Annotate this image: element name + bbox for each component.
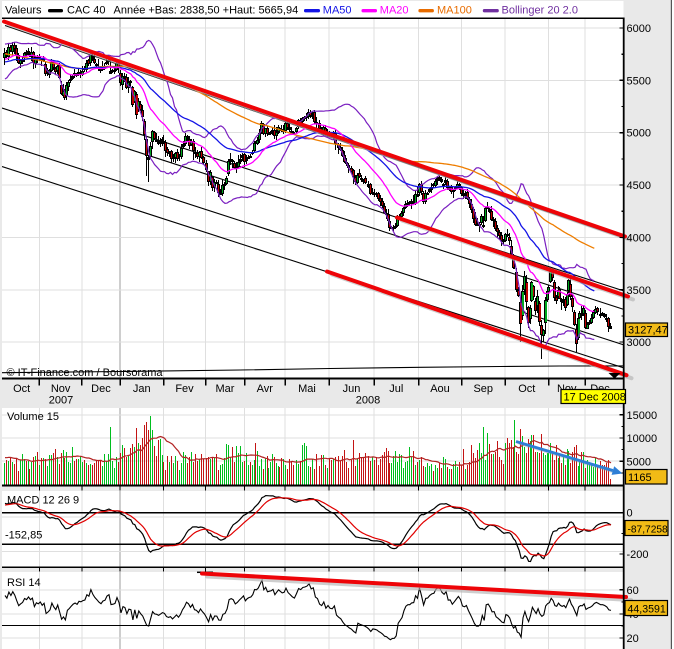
svg-text:3500: 3500: [627, 285, 651, 297]
svg-text:5000: 5000: [627, 456, 651, 468]
svg-text:-200: -200: [627, 549, 649, 561]
svg-text:-152,85: -152,85: [5, 530, 42, 542]
svg-text:60: 60: [627, 585, 639, 597]
svg-text:MACD 12 26 9: MACD 12 26 9: [7, 495, 79, 507]
svg-text:Oct: Oct: [518, 383, 535, 395]
svg-text:15000: 15000: [627, 410, 658, 422]
svg-text:CAC 40: CAC 40: [67, 5, 106, 17]
svg-text:Oct: Oct: [13, 383, 30, 395]
svg-text:Sep: Sep: [473, 383, 493, 395]
svg-text:2008: 2008: [356, 395, 380, 407]
svg-text:Avr: Avr: [257, 383, 274, 395]
svg-text:MA20: MA20: [380, 5, 409, 17]
svg-text:Mai: Mai: [298, 383, 316, 395]
svg-text:2007: 2007: [49, 395, 73, 407]
svg-text:Mar: Mar: [216, 383, 235, 395]
svg-text:MA50: MA50: [323, 5, 352, 17]
svg-text:5000: 5000: [627, 128, 651, 140]
svg-text:10000: 10000: [627, 433, 658, 445]
svg-text:© IT-Finance.com / Boursorama: © IT-Finance.com / Boursorama: [7, 367, 164, 379]
svg-text:20: 20: [627, 633, 639, 645]
svg-text:Aou: Aou: [430, 383, 450, 395]
svg-text:0: 0: [627, 508, 633, 520]
svg-text:Fev: Fev: [175, 383, 194, 395]
svg-text:5500: 5500: [627, 75, 651, 87]
svg-text:Bollinger 20 2.0: Bollinger 20 2.0: [502, 5, 578, 17]
svg-text:MA100: MA100: [437, 5, 472, 17]
svg-text:3000: 3000: [627, 337, 651, 349]
svg-text:Jun: Jun: [343, 383, 361, 395]
svg-text:Année +Bas: 2838,50 +Haut: 566: Année +Bas: 2838,50 +Haut: 5665,94: [114, 5, 299, 17]
svg-text:Dec: Dec: [91, 383, 111, 395]
svg-text:44,3591: 44,3591: [628, 603, 666, 615]
svg-text:Valeurs: Valeurs: [5, 5, 42, 17]
svg-text:Nov: Nov: [51, 383, 71, 395]
svg-text:3127,47: 3127,47: [628, 324, 668, 336]
svg-text:Jan: Jan: [133, 383, 151, 395]
svg-text:17 Dec 2008: 17 Dec 2008: [564, 391, 626, 403]
svg-text:6000: 6000: [627, 23, 651, 35]
svg-text:-87,7258: -87,7258: [628, 524, 669, 535]
svg-text:1165: 1165: [628, 472, 652, 484]
svg-text:Jul: Jul: [389, 383, 403, 395]
svg-text:4500: 4500: [627, 180, 651, 192]
svg-text:Volume 15: Volume 15: [7, 411, 59, 423]
svg-text:RSI 14: RSI 14: [7, 577, 41, 589]
svg-text:4000: 4000: [627, 232, 651, 244]
